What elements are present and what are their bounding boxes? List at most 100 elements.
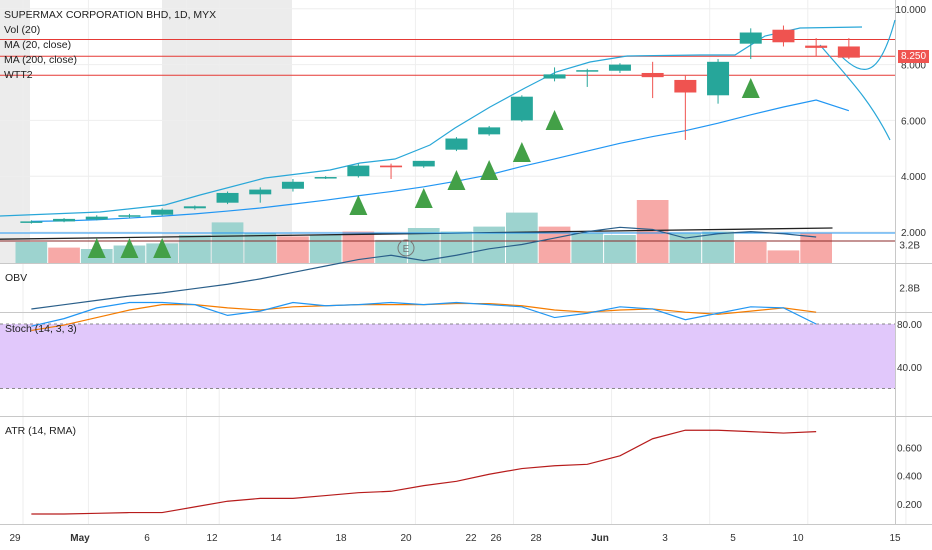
candle-body	[707, 61, 730, 96]
price-axis-label: 8.000	[901, 61, 926, 72]
candle-body	[739, 32, 762, 44]
signal-triangle	[349, 195, 368, 215]
stoch-axis-label: 40.00	[897, 363, 922, 374]
projection-down	[819, 44, 891, 141]
time-axis-label: 12	[206, 533, 218, 544]
ma20-line	[31, 99, 850, 222]
obv-line	[31, 226, 817, 310]
candle-body	[805, 45, 828, 48]
volume-bar	[375, 239, 407, 263]
signal-triangle	[545, 110, 564, 130]
volume-bar	[15, 242, 48, 263]
candle-body	[151, 209, 174, 215]
stoch-band	[0, 324, 895, 389]
time-axis-label: 28	[530, 533, 542, 544]
candle-body	[249, 189, 272, 195]
price-axis-label: 4.000	[901, 172, 926, 183]
candle-body	[20, 221, 43, 223]
last-price-tag: 8.250	[898, 50, 930, 63]
volume-bar	[506, 212, 538, 263]
ma200-legend[interactable]: MA (200, close)	[4, 54, 77, 66]
session-shade	[0, 0, 30, 263]
signal-triangle	[447, 170, 466, 190]
candle-body	[216, 192, 239, 203]
volume-bar	[702, 231, 734, 263]
volume-bar	[179, 235, 211, 263]
signal-triangle	[512, 142, 531, 162]
time-axis-label: 10	[792, 533, 804, 544]
atr-axis-label: 0.600	[897, 443, 922, 454]
volume-bar	[604, 235, 636, 263]
candle-body	[674, 79, 697, 93]
time-axis-label: Jun	[591, 533, 609, 544]
time-axis-label: 6	[144, 533, 150, 544]
candle-body	[53, 218, 76, 222]
candle-body	[445, 138, 468, 150]
atr-axis-label: 0.200	[897, 500, 922, 511]
candle-body	[281, 181, 304, 189]
legend: SUPERMAX CORPORATION BHD, 1D, MYX Vol (2…	[4, 8, 216, 83]
signal-triangle	[87, 238, 106, 258]
time-axis-label: 29	[9, 533, 21, 544]
volume-bar	[800, 233, 832, 263]
volume-ma-line	[0, 227, 833, 240]
candle-body	[478, 127, 501, 135]
ma20-legend[interactable]: MA (20, close)	[4, 39, 72, 51]
time-axis-label: 14	[270, 533, 282, 544]
time-axis-label: 18	[335, 533, 347, 544]
volume-bar	[767, 250, 800, 263]
candle-body	[837, 46, 860, 58]
signal-triangle	[414, 188, 433, 208]
price-axis-label: 10.000	[895, 5, 926, 16]
volume-bar	[48, 247, 80, 263]
volume-bar	[440, 231, 473, 263]
candle-body	[118, 215, 141, 217]
price-axis-label: 6.000	[901, 116, 926, 127]
candle-body	[380, 165, 403, 168]
volume-bar	[571, 233, 604, 263]
candle-body	[347, 165, 370, 177]
volume-bar	[636, 200, 669, 263]
obv-axis-label: 3.2B	[899, 241, 920, 252]
volume-bar	[211, 222, 244, 263]
candle-body	[543, 74, 566, 79]
stoch-k-line	[31, 301, 817, 327]
atr-line	[31, 429, 817, 515]
candle-body	[510, 96, 533, 121]
symbol-title[interactable]: SUPERMAX CORPORATION BHD, 1D, MYX	[4, 9, 217, 21]
time-axis-label: 15	[889, 533, 901, 544]
candle-body	[576, 70, 599, 72]
price-axis-label: 2.000	[901, 228, 926, 239]
earnings-marker-circle	[397, 239, 415, 257]
candle-body	[314, 177, 337, 179]
volume-bar	[734, 242, 767, 263]
stoch-pane-title[interactable]: Stoch (14, 3, 3)	[5, 323, 77, 335]
stoch-axis-label: 80.00	[897, 320, 922, 331]
wtt2-line	[0, 26, 863, 217]
time-axis-label: 22	[465, 533, 477, 544]
candle-body	[608, 64, 631, 71]
wtt-legend[interactable]: WTT2	[4, 69, 33, 81]
signal-triangle	[120, 238, 139, 258]
time-axis-label: 3	[662, 533, 668, 544]
signal-triangle	[153, 238, 172, 258]
time-axis-label: 5	[730, 533, 736, 544]
obv-axis-label: 2.8B	[899, 284, 920, 295]
earnings-marker-label: E	[403, 244, 410, 255]
atr-pane-title[interactable]: ATR (14, RMA)	[5, 425, 76, 437]
time-axis-label: May	[70, 533, 90, 544]
vol-legend[interactable]: Vol (20)	[4, 24, 41, 36]
signal-triangle	[480, 160, 499, 180]
candle-body	[412, 160, 435, 167]
time-axis-label: 26	[490, 533, 502, 544]
candle-body	[85, 216, 108, 220]
candle-body	[641, 72, 664, 78]
obv-pane-title[interactable]: OBV	[5, 272, 28, 284]
volume-bar	[309, 235, 342, 263]
candle-body	[772, 29, 795, 43]
session-shade	[162, 0, 292, 263]
volume-bar	[244, 232, 277, 263]
candle-body	[183, 206, 206, 209]
atr-axis-label: 0.400	[897, 472, 922, 483]
